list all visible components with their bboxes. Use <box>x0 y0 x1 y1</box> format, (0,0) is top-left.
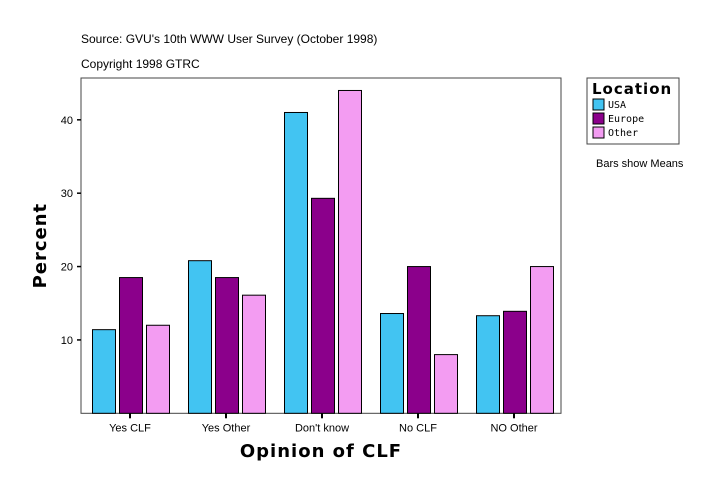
x-tick-label: No CLF <box>399 422 437 434</box>
bar-usa <box>92 329 116 414</box>
legend-swatch-other <box>592 126 605 139</box>
bar-usa <box>476 315 500 414</box>
bar-other <box>146 324 170 414</box>
note-text: Bars show Means <box>596 158 684 170</box>
y-tick-label: 20 <box>61 262 73 274</box>
bar-usa <box>284 111 308 414</box>
y-tick-label: 10 <box>61 335 73 347</box>
bar-usa <box>380 313 404 414</box>
x-tick-label: Don't know <box>295 422 349 434</box>
legend-title: Location <box>592 80 672 98</box>
bar-other <box>434 354 458 414</box>
y-axis-title: Percent <box>30 203 51 289</box>
copyright-text: Copyright 1998 GTRC <box>81 57 200 71</box>
bar-europe <box>311 197 335 414</box>
legend-swatch-usa <box>592 98 605 111</box>
bar-other <box>242 294 266 414</box>
bar-europe <box>503 310 527 414</box>
legend-label-usa: USA <box>608 100 626 111</box>
bar-other <box>338 89 362 414</box>
legend-label-europe: Europe <box>608 114 644 125</box>
bar-europe <box>215 277 239 414</box>
x-tick-label: NO Other <box>490 422 537 434</box>
legend-label-other: Other <box>608 128 638 139</box>
x-tick-label: Yes Other <box>202 422 251 434</box>
y-tick-label: 40 <box>61 115 73 127</box>
source-text: Source: GVU's 10th WWW User Survey (Octo… <box>81 32 378 46</box>
bar-europe <box>119 277 143 414</box>
y-tick-label: 30 <box>61 188 73 200</box>
x-tick-label: Yes CLF <box>109 422 151 434</box>
bar-other <box>530 266 554 414</box>
bar-europe <box>407 266 431 414</box>
x-axis-title: Opinion of CLF <box>240 441 402 462</box>
bar-usa <box>188 260 212 414</box>
legend-swatch-europe <box>592 112 605 125</box>
